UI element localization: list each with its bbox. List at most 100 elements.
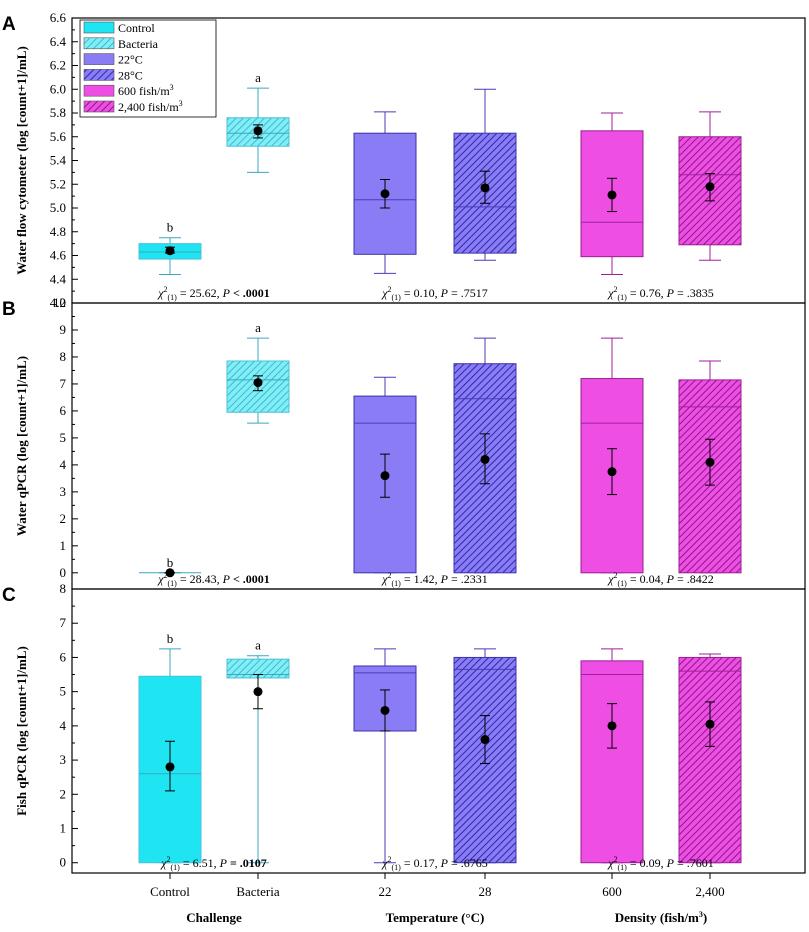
significance-letter: b <box>167 555 174 570</box>
legend-item: 22°C <box>83 53 143 67</box>
significance-letter: a <box>255 70 261 85</box>
y-tick-label: 6.2 <box>50 58 66 73</box>
y-axis-label: Water flow cytometer (log [count+1]/mL) <box>14 46 29 275</box>
box-Bacteria: a <box>226 320 290 424</box>
box-2,400 <box>678 653 742 864</box>
x-tick-label: 2,400 <box>695 884 724 899</box>
mean-point <box>253 687 263 697</box>
mean-point <box>480 735 490 745</box>
y-tick-label: 4.2 <box>50 295 66 310</box>
mean-point <box>165 246 175 256</box>
y-tick-label: 5 <box>60 430 67 445</box>
y-tick-label: 7 <box>60 376 67 391</box>
x-tick-label: Control <box>150 884 190 899</box>
stat-annotation: χ2(1) = 0.04, P = .8422 <box>607 571 714 588</box>
mean-point <box>705 719 715 729</box>
mean-point <box>480 183 490 193</box>
y-tick-label: 0 <box>60 855 67 870</box>
x-group-label: Challenge <box>186 910 242 925</box>
mean-point <box>607 721 617 731</box>
legend-swatch <box>83 21 115 34</box>
stat-annotation: χ2(1) = 1.42, P = .2331 <box>381 571 488 588</box>
box-Control: b <box>138 631 202 864</box>
box-28 <box>453 337 517 574</box>
stat-annotation: χ2(1) = 0.09, P = .7601 <box>607 855 714 872</box>
y-tick-label: 5.6 <box>50 129 67 144</box>
y-tick-label: 4 <box>60 457 67 472</box>
mean-point <box>165 762 175 772</box>
stat-annotation: χ2(1) = 6.51, P = .0107 <box>160 855 267 872</box>
stat-annotation: χ2(1) = 25.62, P < .0001 <box>157 285 270 302</box>
y-tick-label: 4.4 <box>50 271 67 286</box>
legend-item: 600 fish/m3 <box>83 83 174 98</box>
x-tick-label: 28 <box>479 884 492 899</box>
y-tick-label: 4.8 <box>50 224 66 239</box>
y-tick-label: 5.2 <box>50 176 66 191</box>
y-tick-label: 4 <box>60 718 67 733</box>
y-tick-label: 3 <box>60 752 67 767</box>
box-600 <box>580 337 644 574</box>
legend-item: Control <box>83 21 155 35</box>
legend-label: 22°C <box>118 53 143 67</box>
stat-annotation: χ2(1) = 0.17, P = .6765 <box>381 855 488 872</box>
box-Control: b <box>139 555 201 578</box>
y-tick-label: 2 <box>60 786 67 801</box>
legend-label: Bacteria <box>118 37 159 51</box>
x-group-label: Density (fish/m3) <box>615 910 707 925</box>
box-600 <box>580 112 644 275</box>
x-axis: Control Bacteria 22 28 600 2,400 Challenge Temp… <box>150 873 725 925</box>
mean-point <box>705 457 715 467</box>
mean-point <box>705 182 715 192</box>
significance-letter: b <box>167 220 174 235</box>
box-iqr <box>580 660 644 864</box>
y-tick-label: 8 <box>60 349 67 364</box>
mean-point <box>380 705 390 715</box>
mean-point <box>380 471 390 481</box>
legend-swatch <box>83 84 115 97</box>
panel-c: C 0 1 2 3 4 5 6 7 8 Fish qPCR (log [count+1]/mL) b a… <box>2 581 806 874</box>
y-tick-label: 5.4 <box>50 153 67 168</box>
y-tick-label: 5.8 <box>50 105 66 120</box>
y-axis-label: Water qPCR (log [count+1]/mL) <box>14 356 29 536</box>
mean-point <box>165 568 175 578</box>
y-tick-label: 5.0 <box>50 200 66 215</box>
box-Bacteria: a <box>226 70 290 173</box>
y-axis-label: Fish qPCR (log [count+1]/mL) <box>14 646 29 816</box>
box-2,400 <box>678 111 742 261</box>
box-28 <box>453 648 517 864</box>
stat-annotation: χ2(1) = 28.43, P < .0001 <box>157 571 270 588</box>
y-tick-label: 6 <box>60 649 67 664</box>
legend-label: 600 fish/m3 <box>118 83 174 98</box>
y-tick-label: 6.0 <box>50 81 66 96</box>
legend-item: 2,400 fish/m3 <box>83 99 183 114</box>
box-22 <box>353 376 417 574</box>
legend-swatch <box>83 53 115 65</box>
box-22 <box>353 111 417 274</box>
y-tick-label: 4.6 <box>50 248 67 263</box>
y-tick-label: 10 <box>53 295 66 310</box>
mean-point <box>253 378 263 388</box>
y-tick-label: 8 <box>60 581 67 596</box>
panel-a: A 4.2 4.4 4.6 4.8 5.0 5.2 5.4 5.6 5.8 6.0 6.2 6.4 6.6… <box>2 10 806 310</box>
y-tick-label: 3 <box>60 484 67 499</box>
y-tick-label: 5 <box>60 684 67 699</box>
legend-label: 2,400 fish/m3 <box>118 99 183 114</box>
legend-swatch <box>83 69 115 81</box>
x-group-label: Temperature (°C) <box>386 910 485 925</box>
stat-annotation: χ2(1) = 0.76, P = .3835 <box>607 285 714 302</box>
mean-point <box>607 190 617 200</box>
panel-letter: A <box>2 14 16 35</box>
box-22 <box>353 648 417 864</box>
significance-letter: b <box>167 631 174 646</box>
mean-point <box>607 467 617 477</box>
significance-letter: a <box>255 638 261 653</box>
stat-annotation: χ2(1) = 0.10, P = .7517 <box>381 285 488 302</box>
legend-swatch <box>83 100 115 113</box>
box-iqr <box>678 656 742 864</box>
box-Control: b <box>138 220 202 275</box>
panel-letter: B <box>2 299 16 320</box>
significance-letter: a <box>255 320 261 335</box>
y-tick-label: 1 <box>60 538 67 553</box>
